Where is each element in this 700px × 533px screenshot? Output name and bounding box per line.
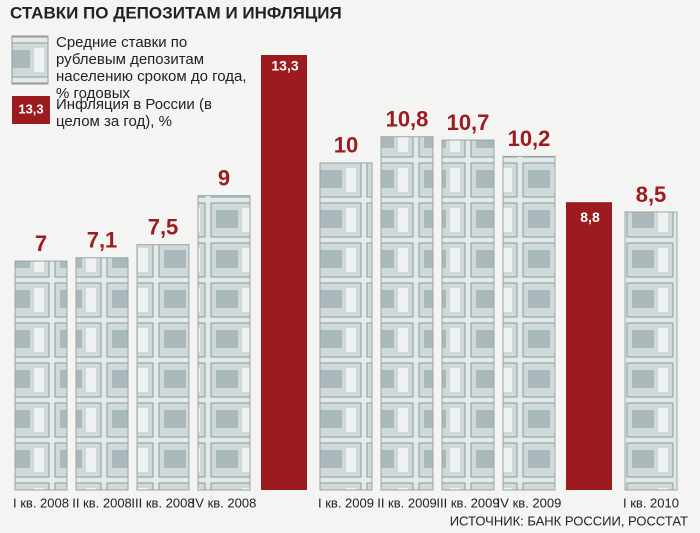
legend-entry: Средние ставки по рублевым депозитам нас… xyxy=(56,34,247,102)
value-label: 8,5 xyxy=(636,182,667,207)
source: ИСТОЧНИК: БАНК РОССИИ, РОССТАТ xyxy=(450,513,688,528)
bar xyxy=(319,162,373,491)
value-label: 10,8 xyxy=(386,107,429,132)
bar xyxy=(75,257,129,491)
bar xyxy=(136,244,190,491)
value-label: 7,5 xyxy=(148,215,179,240)
bar xyxy=(261,55,307,490)
x-tick-label: I кв. 2010 xyxy=(623,495,679,510)
legend-swatch xyxy=(12,96,50,124)
value-label: 10,2 xyxy=(508,126,551,151)
value-label: 7 xyxy=(35,231,47,256)
bar xyxy=(566,202,612,490)
x-tick-label: II кв. 2008 xyxy=(72,495,132,510)
bar xyxy=(197,195,251,491)
x-tick-label: IV кв. 2008 xyxy=(192,495,257,510)
legend-entry: Инфляция в России (в целом за год), % xyxy=(56,96,212,130)
x-tick-label: I кв. 2008 xyxy=(13,495,69,510)
chart-title: СТАВКИ ПО ДЕПОЗИТАМ И ИНФЛЯЦИЯ xyxy=(10,3,342,22)
x-tick-label: IV кв. 2009 xyxy=(497,495,562,510)
value-label: 7,1 xyxy=(87,228,118,253)
x-tick-label: II кв. 2009 xyxy=(377,495,437,510)
value-label: 13,3 xyxy=(271,58,298,74)
value-label: 10,7 xyxy=(447,110,490,135)
bar xyxy=(624,211,678,491)
x-tick-label: III кв. 2009 xyxy=(436,495,499,510)
x-tick-label: III кв. 2008 xyxy=(131,495,194,510)
x-tick-label: I кв. 2009 xyxy=(318,495,374,510)
value-label: 9 xyxy=(218,165,230,190)
value-label: 8,8 xyxy=(580,209,600,225)
bar xyxy=(14,260,68,491)
bar xyxy=(380,136,434,491)
bar xyxy=(441,139,495,491)
legend-swatch xyxy=(11,35,49,85)
bar xyxy=(502,155,556,491)
value-label: 10 xyxy=(334,133,358,158)
legend-swatch-label: 13,3 xyxy=(18,101,43,116)
